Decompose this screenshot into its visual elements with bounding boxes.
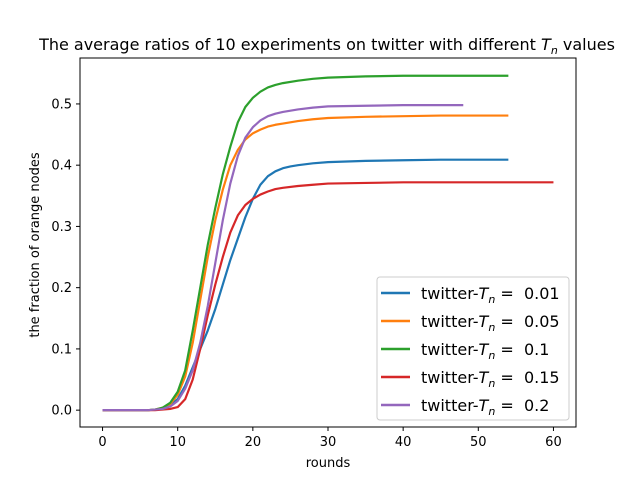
legend-label-1: twitter-Tn = 0.01 [421,284,560,306]
y-tick-label: 0.4 [51,159,72,174]
legend-box [376,276,570,421]
y-tick-label: 0.0 [51,404,72,419]
y-tick-label: 0.5 [51,97,72,112]
x-tick-label: 30 [320,435,337,450]
x-tick-label: 50 [470,435,487,450]
x-tick-label: 60 [545,435,562,450]
x-axis-label: rounds [306,456,351,471]
y-axis: 0.0 0.1 0.2 0.3 0.4 0.5 [51,97,80,419]
x-tick-label: 20 [245,435,262,450]
x-tick-label: 10 [169,435,186,450]
x-axis: 0 10 20 30 40 50 60 [98,427,562,450]
legend: twitter-Tn = 0.01 twitter-Tn = 0.05 twitte… [376,276,570,421]
chart-title: The average ratios of 10 experiments on … [38,35,615,57]
legend-label-3: twitter-Tn = 0.1 [421,340,549,362]
axes-frame [79,57,577,428]
x-tick-label: 40 [395,435,412,450]
y-tick-label: 0.2 [51,281,72,296]
legend-label-2: twitter-Tn = 0.05 [421,312,560,334]
legend-label-4: twitter-Tn = 0.15 [421,368,560,390]
y-tick-label: 0.3 [51,220,72,235]
legend-label-5: twitter-Tn = 0.2 [421,396,549,418]
plot-area [102,74,554,412]
y-tick-label: 0.1 [51,342,72,357]
x-tick-label: 0 [98,435,106,450]
y-axis-label: the fraction of orange nodes [28,152,43,338]
series-line-5 [102,104,464,412]
